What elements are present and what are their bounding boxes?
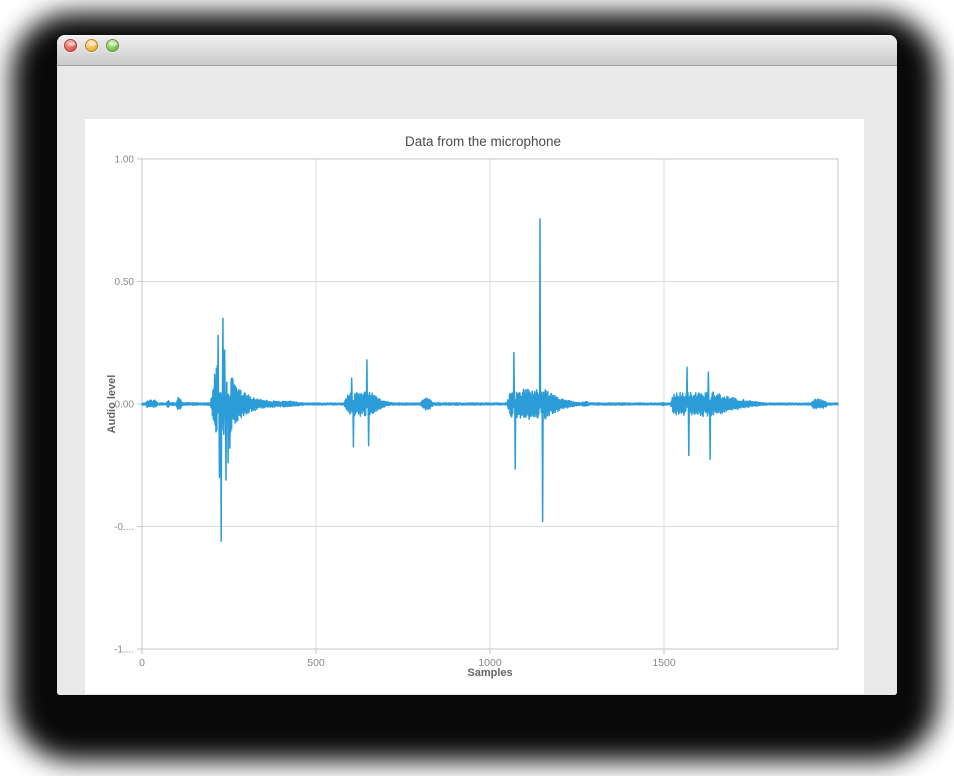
tick-layer: 1.00 0.50 0.00 -0.... -1.... 0 500 1000 1500	[114, 155, 676, 670]
app-window: Data from the microphone 1.00 0.50 0.00 -0.…	[57, 35, 897, 695]
x-tick-label: 1500	[652, 657, 676, 669]
close-button[interactable]	[64, 39, 77, 52]
waveform-series[interactable]	[141, 218, 839, 542]
x-axis-label: Samples	[467, 667, 512, 679]
window-body: Data from the microphone 1.00 0.50 0.00 -0.…	[57, 66, 897, 695]
x-tick-label: 500	[307, 657, 325, 669]
waveform-chart-canvas[interactable]: Data from the microphone 1.00 0.50 0.00 -0.…	[85, 119, 864, 694]
x-tick-label: 1000	[478, 657, 502, 669]
y-tick-label: -0....	[114, 522, 134, 533]
x-tick-label: 0	[139, 657, 145, 669]
minimize-button[interactable]	[85, 39, 98, 52]
y-tick-label: 0.50	[115, 277, 135, 288]
y-axis-label: Audio level	[106, 375, 118, 434]
chart-panel: Data from the microphone 1.00 0.50 0.00 -0.…	[85, 119, 864, 694]
window-titlebar[interactable]	[57, 35, 897, 66]
chart-title: Data from the microphone	[405, 134, 561, 149]
y-tick-label: 1.00	[115, 155, 135, 166]
zoom-button[interactable]	[106, 39, 119, 52]
y-tick-label: -1....	[114, 645, 134, 656]
y-tick-label: 0.00	[115, 400, 135, 411]
traffic-light-buttons	[64, 39, 119, 52]
